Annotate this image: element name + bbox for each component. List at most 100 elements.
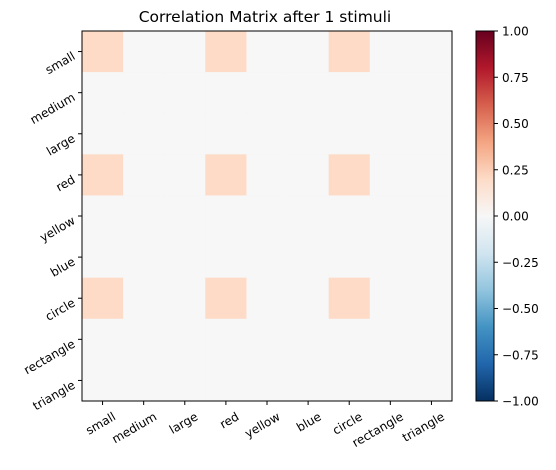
heatmap-cell — [246, 236, 288, 279]
heatmap-cell — [369, 31, 412, 73]
heatmap-cell — [410, 236, 453, 279]
heatmap-cell — [246, 318, 288, 361]
heatmap-cells — [82, 31, 453, 402]
heatmap-cell — [123, 31, 165, 73]
heatmap-cell — [123, 154, 165, 196]
heatmap-cell — [164, 31, 206, 73]
heatmap-cell — [369, 113, 412, 155]
heatmap-cell — [328, 113, 371, 155]
heatmap-cell — [369, 359, 412, 402]
heatmap-cell — [287, 113, 330, 155]
heatmap-cell — [205, 195, 247, 237]
heatmap-cell — [246, 72, 288, 114]
heatmap-cell — [287, 154, 330, 196]
y-tick-label: red — [53, 172, 77, 194]
heatmap-cell — [369, 154, 412, 196]
heatmap-cell — [82, 113, 124, 155]
heatmap-cell — [164, 236, 206, 279]
heatmap-cell — [82, 236, 124, 279]
heatmap-cell — [246, 31, 288, 73]
heatmap-cell — [369, 318, 412, 361]
colorbar-axis: 1.00 0.75 0.50 0.25 0.00 −0.25 −0.50 −0.75 −1.00 — [494, 25, 539, 409]
heatmap-cell — [328, 195, 371, 237]
heatmap-cell — [246, 277, 288, 320]
heatmap-cell — [287, 277, 330, 320]
heatmap-cell — [164, 195, 206, 237]
heatmap-cell — [164, 318, 206, 361]
heatmap-cell — [205, 359, 247, 402]
colorbar-tick-label: 0.50 — [502, 117, 529, 131]
colorbar-tick-label: 0.25 — [502, 163, 529, 177]
heatmap-cell — [328, 236, 371, 279]
heatmap-cell — [410, 359, 453, 402]
chart-title: Correlation Matrix after 1 stimuli — [139, 8, 392, 26]
heatmap-cell — [123, 277, 165, 320]
colorbar-tick-label: −0.25 — [502, 256, 539, 270]
heatmap-cell — [287, 72, 330, 114]
x-tick-label: large — [167, 409, 200, 436]
heatmap-cell — [328, 359, 371, 402]
x-tick-label: blue — [294, 409, 323, 434]
heatmap-cell — [123, 195, 165, 237]
heatmap-cell — [410, 318, 453, 361]
x-tick-label: red — [217, 409, 241, 431]
y-tick-label: triangle — [30, 378, 77, 413]
heatmap-cell — [82, 277, 124, 320]
y-tick-label: circle — [43, 296, 78, 324]
colorbar-tick-label: −1.00 — [502, 395, 539, 409]
heatmap-cell — [205, 236, 247, 279]
heatmap-cell — [246, 113, 288, 155]
heatmap-cell — [410, 277, 453, 320]
heatmap-cell — [82, 359, 124, 402]
heatmap-cell — [82, 154, 124, 196]
heatmap-cell — [328, 72, 371, 114]
heatmap-cell — [123, 359, 165, 402]
heatmap-cell — [164, 359, 206, 402]
y-tick-label: medium — [28, 90, 78, 127]
y-tick-label: rectangle — [21, 337, 77, 377]
heatmap-cell — [369, 195, 412, 237]
heatmap-cell — [328, 277, 371, 320]
heatmap-cell — [164, 154, 206, 196]
y-tick-label: small — [43, 49, 78, 77]
colorbar-tick-label: 1.00 — [502, 25, 529, 39]
heatmap-cell — [369, 236, 412, 279]
heatmap-cell — [410, 113, 453, 155]
x-tick-label: yellow — [242, 409, 282, 440]
heatmap-cell — [328, 318, 371, 361]
heatmap-cell — [410, 154, 453, 196]
x-tick-label: medium — [109, 409, 159, 446]
heatmap-cell — [369, 277, 412, 320]
heatmap-cell — [205, 154, 247, 196]
y-tick-label: blue — [48, 255, 77, 280]
heatmap-cell — [82, 72, 124, 114]
heatmap-cell — [205, 277, 247, 320]
heatmap-cell — [246, 154, 288, 196]
colorbar — [475, 30, 495, 402]
heatmap-cell — [287, 359, 330, 402]
heatmap-cell — [164, 72, 206, 114]
colorbar-tick-label: −0.75 — [502, 348, 539, 362]
heatmap-cell — [410, 195, 453, 237]
heatmap-cell — [369, 72, 412, 114]
heatmap-cell — [410, 31, 453, 73]
heatmap-cell — [287, 195, 330, 237]
heatmap-cell — [205, 318, 247, 361]
heatmap-cell — [82, 318, 124, 361]
heatmap-cell — [164, 277, 206, 320]
heatmap-cell — [123, 72, 165, 114]
colorbar-tick-label: −0.50 — [502, 302, 539, 316]
y-tick-label: large — [44, 131, 77, 158]
heatmap-cell — [205, 72, 247, 114]
heatmap-cell — [123, 113, 165, 155]
heatmap-cell — [287, 236, 330, 279]
heatmap-cell — [328, 154, 371, 196]
heatmap-cell — [246, 195, 288, 237]
heatmap-cell — [205, 31, 247, 73]
x-tick-label: triangle — [400, 409, 447, 444]
heatmap-cell — [246, 359, 288, 402]
colorbar-tick-label: 0.75 — [502, 71, 529, 85]
heatmap-cell — [123, 236, 165, 279]
